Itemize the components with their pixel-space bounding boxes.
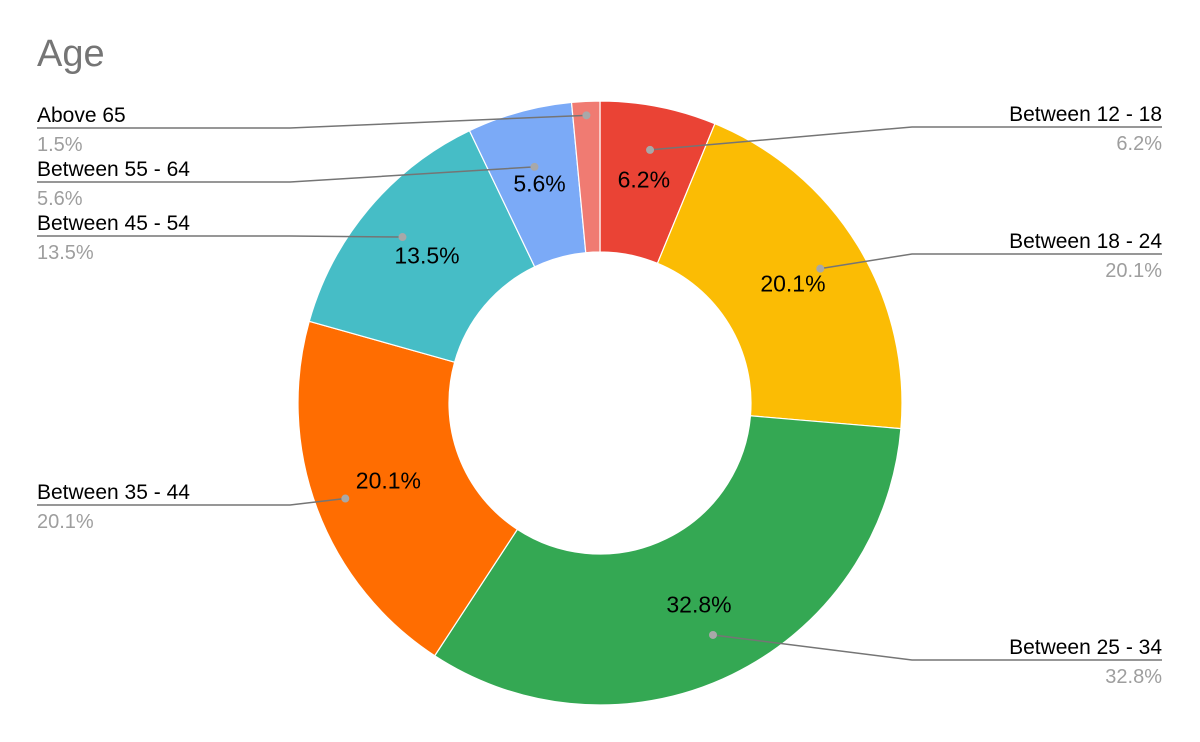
percent-label-between-45-54: 13.5% [37, 242, 94, 264]
percent-label-between-35-44: 20.1% [37, 511, 94, 533]
percent-label-between-12-18: 6.2% [1116, 133, 1162, 155]
slice-above-65[interactable] [570, 100, 601, 254]
category-label-between-25-34: Between 25 - 34 [1009, 636, 1162, 659]
slice-label-between-12-18: 6.2% [618, 166, 670, 192]
slice-label-between-18-24: 20.1% [760, 270, 825, 296]
callout-line-above-65 [37, 114, 587, 129]
slice-between-45-54[interactable] [308, 129, 536, 363]
callout-dot-between-12-18 [646, 145, 655, 154]
callout-dot-between-18-24 [816, 264, 825, 273]
callout-line-between-35-44 [37, 497, 346, 506]
category-label-above-65: Above 65 [37, 104, 126, 127]
slice-between-25-34[interactable] [433, 415, 902, 706]
slice-label-between-45-54: 13.5% [394, 243, 459, 269]
slice-between-35-44[interactable] [297, 320, 519, 657]
callout-dot-between-55-64 [530, 162, 539, 171]
callout-line-between-55-64 [37, 166, 535, 183]
category-label-between-18-24: Between 18 - 24 [1009, 230, 1162, 253]
category-label-between-12-18: Between 12 - 18 [1009, 103, 1162, 126]
callout-dot-between-35-44 [341, 494, 350, 503]
slice-between-18-24[interactable] [656, 122, 903, 430]
category-label-between-55-64: Between 55 - 64 [37, 158, 190, 181]
slice-label-between-55-64: 5.6% [513, 170, 565, 196]
category-label-between-45-54: Between 45 - 54 [37, 212, 190, 235]
percent-label-between-18-24: 20.1% [1105, 260, 1162, 282]
callout-line-between-12-18 [649, 126, 1162, 151]
callout-line-between-45-54 [37, 235, 403, 238]
slice-label-between-25-34: 32.8% [666, 591, 731, 617]
callout-line-between-18-24 [820, 253, 1162, 270]
callout-dot-above-65 [582, 111, 591, 120]
chart-title: Age [37, 33, 105, 75]
percent-label-above-65: 1.5% [37, 134, 83, 156]
percent-label-between-55-64: 5.6% [37, 188, 83, 210]
callout-dot-between-45-54 [398, 233, 407, 242]
callout-group: Between 12 - 18 6.2% Between 18 - 24 20.1% B… [37, 103, 1162, 688]
category-label-between-35-44: Between 35 - 44 [37, 481, 190, 504]
callout-line-between-25-34 [712, 634, 1162, 661]
callout-dot-between-25-34 [708, 630, 717, 639]
slice-label-between-35-44: 20.1% [356, 467, 421, 493]
percent-label-between-25-34: 32.8% [1105, 666, 1162, 688]
donut-slices: 6.2% 20.1% 32.8% 20.1% 13.5% 5.6% [297, 100, 903, 706]
